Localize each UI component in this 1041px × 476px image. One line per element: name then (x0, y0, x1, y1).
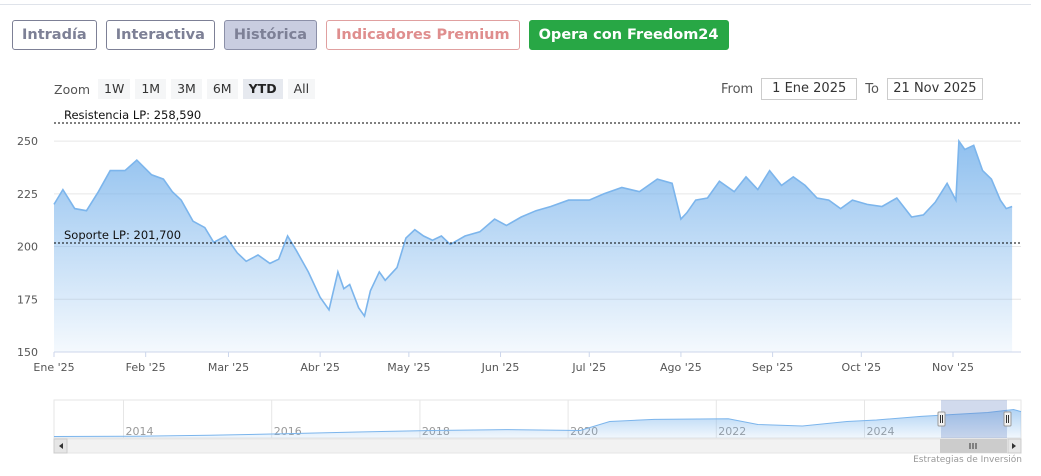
x-tick-label: Feb '25 (126, 361, 166, 374)
tab-historica[interactable]: Histórica (223, 20, 318, 50)
zoom-selector: Zoom 1W 1M 3M 6M YTD All (54, 78, 320, 100)
zoom-6m-button[interactable]: 6M (206, 79, 238, 99)
price-line (53, 138, 1013, 319)
annotation-label: Soporte LP: 201,700 (64, 228, 181, 242)
x-tick-label: Ago '25 (660, 361, 702, 374)
zoom-1w-button[interactable]: 1W (98, 79, 131, 99)
scroll-right-arrow-icon (1012, 443, 1016, 449)
navigator[interactable]: 201420162018202020222024 (53, 399, 1022, 454)
y-tick-label: 200 (17, 241, 38, 254)
y-tick-label: 225 (17, 188, 38, 201)
date-range: From 1 Ene 2025 To 21 Nov 2025 (721, 78, 991, 100)
y-tick-label: 150 (17, 346, 38, 359)
navigator-tick-label: 2014 (126, 425, 154, 438)
x-tick-label: Ene '25 (33, 361, 74, 374)
scroll-left-arrow-icon (59, 443, 63, 449)
x-tick-label: May '25 (387, 361, 430, 374)
x-axis: Ene '25 Feb '25 Mar '25 Abr '25 May '25 Jun '… (33, 351, 1021, 374)
annotation-label: Resistencia LP: 258,590 (64, 108, 201, 122)
navigator-area (54, 409, 1021, 438)
zoom-all-button[interactable]: All (287, 79, 316, 99)
from-label: From (721, 81, 754, 97)
y-tick-label: 250 (17, 135, 38, 148)
y-axis: 150 175 200 225 250 (17, 135, 38, 359)
zoom-1m-button[interactable]: 1M (135, 79, 167, 99)
to-date-input[interactable]: 21 Nov 2025 (886, 78, 983, 100)
tab-intradia[interactable]: Intradía (12, 20, 97, 50)
top-divider (0, 4, 1031, 5)
x-tick-label: Sep '25 (752, 361, 793, 374)
price-area (54, 141, 1013, 352)
x-tick-label: Oct '25 (842, 361, 882, 374)
navigator-handle (1003, 411, 1012, 427)
navigator-handle (937, 411, 946, 427)
chart-tabs: Intradía Interactiva Histórica Indicador… (12, 20, 729, 50)
zoom-ytd-button[interactable]: YTD (242, 79, 283, 99)
navigator-line (53, 408, 1022, 437)
x-tick-label: Jul '25 (571, 361, 606, 374)
credits-text: Estrategias de Inversión (913, 455, 1022, 465)
x-tick-label: Abr '25 (300, 361, 340, 374)
tab-indicadores-premium[interactable]: Indicadores Premium (326, 20, 520, 50)
y-tick-label: 175 (17, 293, 38, 306)
scrollbar-track (53, 438, 1022, 454)
annotations: Resistencia LP: 258,590 Soporte LP: 201,7… (54, 108, 1021, 244)
x-tick-label: Nov '25 (932, 361, 974, 374)
from-date-input[interactable]: 1 Ene 2025 (761, 78, 858, 100)
zoom-3m-button[interactable]: 3M (171, 79, 202, 99)
x-tick-label: Mar '25 (208, 361, 249, 374)
freedom24-button[interactable]: Opera con Freedom24 (528, 20, 729, 50)
tab-interactiva[interactable]: Interactiva (105, 20, 215, 50)
x-tick-label: Jun '25 (481, 361, 520, 374)
navigator-selection (941, 400, 1007, 438)
to-label: To (865, 81, 879, 97)
zoom-label: Zoom (54, 81, 91, 97)
